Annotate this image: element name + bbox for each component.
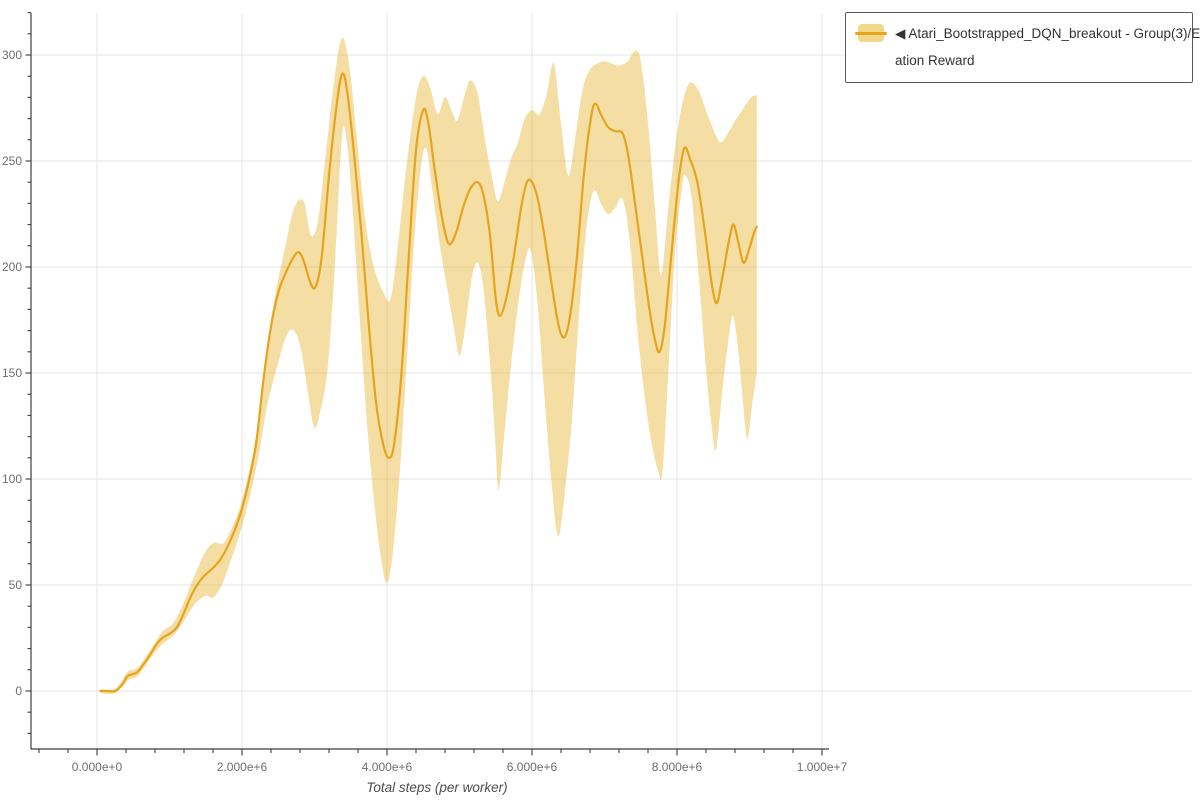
- legend-box[interactable]: ◀ Atari_Bootstrapped_DQN_breakout - Grou…: [845, 12, 1200, 83]
- y-tick-label: 0: [15, 684, 22, 698]
- y-tick-label: 300: [2, 48, 22, 62]
- confidence-band: [100, 37, 757, 695]
- x-tick-label: 8.000e+6: [652, 760, 703, 774]
- x-tick-label: 4.000e+6: [362, 760, 413, 774]
- mean-reward-line: [99, 72, 758, 693]
- y-tick-label: 50: [9, 578, 23, 592]
- y-tick-label: 100: [2, 472, 22, 486]
- x-tick-label: 1.000e+7: [797, 760, 848, 774]
- grid-lines: [31, 13, 1192, 749]
- x-tick-label: 2.000e+6: [217, 760, 268, 774]
- legend-label: ◀ Atari_Bootstrapped_DQN_breakout - Grou…: [895, 20, 1200, 74]
- legend-label-line2: ation Reward: [895, 53, 975, 68]
- legend-line-swatch: [855, 31, 887, 35]
- legend-swatch: [855, 24, 887, 42]
- series-line: [99, 72, 758, 693]
- legend-label-line1: ◀ Atari_Bootstrapped_DQN_breakout - Grou…: [895, 26, 1200, 41]
- x-tick-label: 0.000e+0: [72, 760, 123, 774]
- confidence-band-area: [100, 37, 757, 695]
- y-tick-label: 150: [2, 366, 22, 380]
- y-tick-label: 250: [2, 154, 22, 168]
- axes: 0 50 100 150 200 250 300 0.000e+0 2.000e+6 4.000e…: [2, 12, 848, 774]
- x-tick-label: 6.000e+6: [507, 760, 558, 774]
- x-axis-title: Total steps (per worker): [366, 780, 507, 795]
- y-tick-label: 200: [2, 260, 22, 274]
